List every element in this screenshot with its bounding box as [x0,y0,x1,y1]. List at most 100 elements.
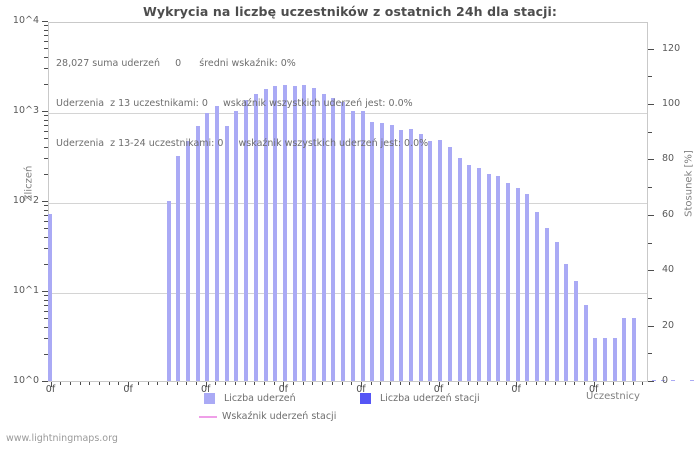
bar [302,84,307,381]
y-left-minor-tick [44,318,48,320]
y-left-minor-tick [44,115,48,117]
y-left-tick-label: 10^2 [12,195,39,206]
x-major-tick [283,382,285,387]
x-major-tick [438,382,440,387]
x-tick-label: 0f [123,384,133,395]
y-left-tick-label: 10^0 [12,375,39,386]
x-minor-tick [506,382,508,385]
bar [564,263,569,381]
y-left-major-tick [42,291,48,292]
legend-label-liczba-uderzen: Liczba uderzeń [224,393,296,404]
y-left-minor-tick [44,83,48,85]
x-minor-tick [535,382,537,385]
legend-item-liczba-uderzen[interactable]: Liczba uderzeń [204,393,296,404]
y-left-major-tick [42,201,48,202]
bar [185,141,190,381]
bar [486,173,491,381]
bar [603,338,607,381]
x-minor-tick [186,382,188,385]
bar [535,212,540,381]
y-left-minor-tick [44,158,48,160]
x-minor-tick [399,382,401,385]
y-left-major-tick [42,381,48,382]
y-right-minor-tick [648,297,652,299]
bar [593,338,598,381]
x-minor-tick [564,382,566,385]
x-minor-tick [60,382,62,385]
bar [544,228,549,381]
bar [583,304,588,381]
x-minor-tick [147,382,149,385]
bar [525,193,530,381]
y-left-minor-tick [44,130,48,132]
y-left-tick-label: 10^4 [12,15,39,26]
annotation-block: 28,027 suma uderzeń 0 średni wskaźnik: 0… [56,30,616,177]
bar [234,111,239,381]
y-left-minor-tick [44,205,48,207]
y-left-minor-tick [44,295,48,297]
bar [467,165,472,381]
bar [661,379,666,381]
x-minor-tick [322,382,324,385]
legend-item-wskaznik-uderzen-stacji[interactable]: Wskaźnik uderzeń stacji [199,411,336,422]
legend-item-liczba-uderzen-stacji[interactable]: Liczba uderzeń stacji [360,393,480,404]
legend-swatch-wskaznik-uderzen-stacji [199,415,217,418]
y-right-major-tick [648,270,654,272]
x-minor-tick [215,382,217,385]
y-left-minor-tick [44,40,48,42]
y-left-minor-tick [44,124,48,126]
x-tick-label: 0f [588,384,599,395]
x-minor-tick [584,382,585,385]
y-left-minor-tick [44,263,48,265]
bar [331,97,336,381]
x-minor-tick [99,382,100,385]
page-title: Wykrycia na liczbę uczestników z ostatni… [142,4,558,19]
y-right-minor-tick [648,353,652,355]
bar [321,93,326,381]
x-minor-tick [428,382,430,385]
y-left-minor-tick [44,146,48,148]
bar [389,124,394,381]
x-minor-tick [457,382,459,385]
plot-area [48,22,648,382]
bar [244,99,249,381]
bar-series-liczba-uderzen [48,22,695,381]
annotation-line-2: Uderzenia z 13 uczestnikami: 0 wskaźnik … [56,98,413,110]
chart-legend: Liczba uderzeń Liczba uderzeń stacji Wsk… [0,392,700,428]
bar [195,125,200,381]
bar [670,379,675,381]
x-minor-tick [341,382,343,385]
y-left-minor-tick [44,299,48,301]
bar [253,93,258,381]
y-left-minor-tick [44,304,48,306]
x-minor-tick [244,382,246,385]
x-minor-tick [574,382,576,385]
legend-swatch-liczba-uderzen-stacji [360,393,371,404]
y-left-minor-tick [44,209,48,211]
y-left-minor-tick [44,338,48,340]
x-tick-label: 0f [45,384,56,395]
x-major-tick [516,382,518,387]
x-minor-tick [448,382,450,385]
bar [476,168,481,381]
x-tick-label: 0f [356,384,366,395]
bar [360,111,365,381]
y-left-tick-label: 10^3 [12,105,39,116]
y-left-minor-tick [44,326,48,328]
y-left-minor-tick [44,220,48,222]
x-minor-tick [390,382,391,385]
bar [341,102,346,381]
x-minor-tick [196,382,197,385]
x-minor-tick [642,382,644,385]
x-minor-tick [166,382,168,385]
x-minor-tick [137,382,139,385]
bar [554,242,559,381]
x-tick-label: 0f [200,384,211,395]
x-major-tick [50,382,52,387]
y-left-minor-tick [44,173,48,175]
annotation-line-3: Uderzenia z 13-24 uczestnikami: 0 wskaźn… [56,138,429,150]
x-minor-tick [69,382,71,385]
x-minor-tick [632,382,634,385]
bar [224,125,229,381]
y-left-minor-tick [44,353,48,355]
